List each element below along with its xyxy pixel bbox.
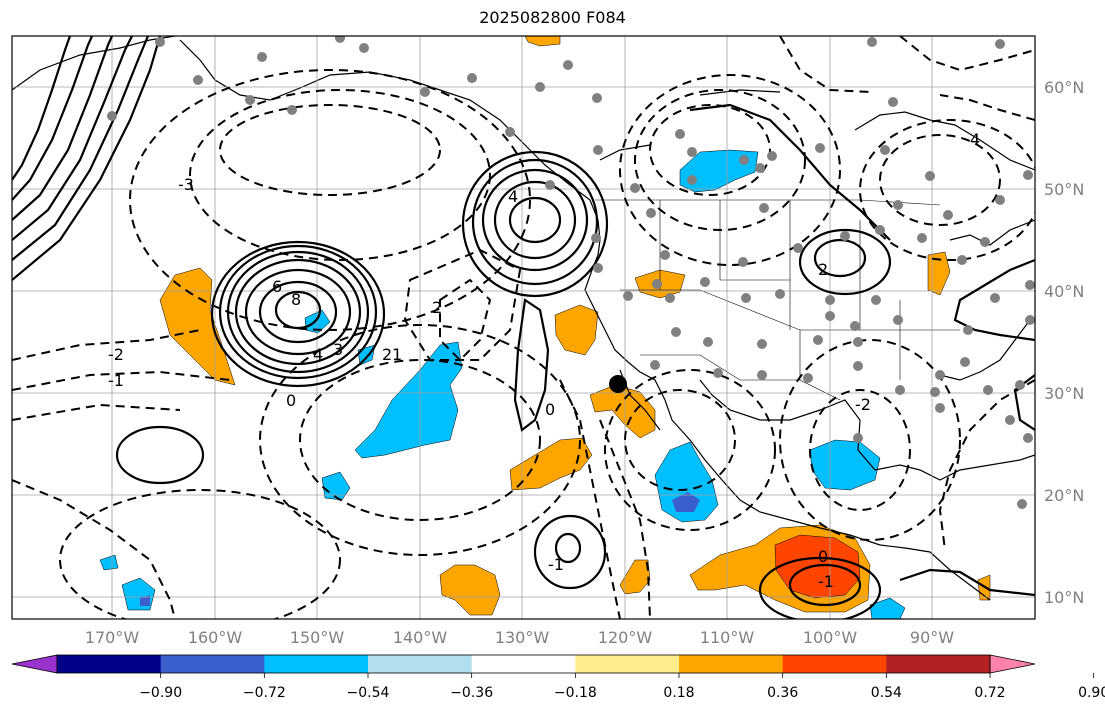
- contour-label: 8: [291, 290, 301, 309]
- longitude-label: 160°W: [188, 628, 243, 647]
- negative-anomaly-area: [869, 597, 906, 619]
- contour-label: 4: [313, 345, 323, 364]
- contour-label: -3: [178, 175, 194, 194]
- shaded-anomalies: [99, 36, 991, 619]
- contour-label: 4: [970, 130, 980, 149]
- colorbar-tick-label: −0.90: [139, 685, 182, 701]
- contour-label: 4: [508, 187, 518, 206]
- colorbar-tick-label: 0.36: [767, 685, 798, 701]
- colorbar-cell: [782, 655, 887, 673]
- colorbar-tick-label: −0.54: [347, 685, 390, 701]
- colorbar-tick-label: 0.54: [871, 685, 902, 701]
- colorbar-cell: [679, 655, 784, 673]
- longitude-label: 100°W: [803, 628, 858, 647]
- colorbar-extend-high: [989, 654, 1036, 674]
- negative-anomaly-area: [809, 439, 881, 491]
- latitude-labels: 60°N 50°N 40°N 30°N 20°N 10°N: [1044, 78, 1084, 607]
- contour-label: 3: [333, 340, 343, 359]
- colorbar-cell: [368, 655, 473, 673]
- negative-anomaly-area: [354, 341, 463, 459]
- contour-label: -1: [818, 572, 834, 591]
- latitude-label: 60°N: [1044, 78, 1084, 97]
- latitude-label: 20°N: [1044, 486, 1084, 505]
- longitude-labels: 170°W 160°W 150°W 140°W 130°W 120°W 110°…: [85, 628, 954, 647]
- latitude-label: 30°N: [1044, 384, 1084, 403]
- contour-label: 2: [382, 345, 392, 364]
- strong-negative-anomaly-area: [672, 492, 700, 512]
- colorbar-cell: [471, 655, 576, 673]
- contour-label: 6: [272, 277, 282, 296]
- strong-negative-anomaly-area: [140, 595, 150, 606]
- negative-anomaly-area: [679, 149, 759, 193]
- colorbar-cell: [264, 655, 369, 673]
- colorbar: −0.90 −0.72 −0.54 −0.36 −0.18 0.18 0.36 0.54 0.7…: [11, 654, 1105, 701]
- colorbar-tick-label: −0.36: [450, 685, 493, 701]
- colorbar-frame: [56, 654, 991, 674]
- colorbar-extend-low: [11, 654, 58, 674]
- contour-label: 0: [818, 547, 828, 566]
- positive-anomaly-area: [509, 437, 593, 491]
- colorbar-tick-label: −0.18: [554, 685, 597, 701]
- longitude-label: 130°W: [495, 628, 550, 647]
- positive-anomaly-area: [524, 36, 561, 47]
- colorbar-tick-label: 0.72: [974, 685, 1005, 701]
- colorbar-cell: [57, 655, 162, 673]
- latitude-label: 10°N: [1044, 588, 1084, 607]
- negative-contours: [12, 36, 1035, 619]
- longitude-label: 90°W: [910, 628, 954, 647]
- graticule: [12, 36, 1035, 619]
- positive-anomaly-area: [439, 564, 501, 616]
- contour-label: -2: [855, 395, 871, 414]
- map-background: [12, 36, 1035, 619]
- positive-anomaly-area: [927, 251, 951, 296]
- longitude-label: 170°W: [85, 628, 140, 647]
- contour-label: -2: [108, 345, 124, 364]
- contour-label: 2: [818, 260, 828, 279]
- negative-anomaly-area: [99, 554, 119, 571]
- colorbar-cell: [886, 655, 991, 673]
- contour-label: 0: [286, 391, 296, 410]
- longitude-label: 110°W: [700, 628, 755, 647]
- colorbar-tick-label: −0.72: [243, 685, 286, 701]
- longitude-label: 120°W: [598, 628, 653, 647]
- positive-contours: [12, 36, 1035, 619]
- negative-anomaly-area: [654, 441, 719, 523]
- latitude-label: 40°N: [1044, 282, 1084, 301]
- contour-label: -1: [108, 371, 124, 390]
- colorbar-cell: [160, 655, 265, 673]
- contour-label: 2: [432, 298, 442, 317]
- tracked-point-marker: [609, 375, 627, 393]
- colorbar-cell: [575, 655, 680, 673]
- longitude-label: 150°W: [290, 628, 345, 647]
- latitude-label: 50°N: [1044, 180, 1084, 199]
- map-title: 2025082800 F084: [479, 8, 626, 27]
- positive-anomaly-area: [159, 267, 236, 386]
- colorbar-tick-label: 0.90: [1078, 685, 1105, 701]
- contour-labels: 8 6 4 3 2 1 0 -1 -2 -3 4 2 0 -1 -2 0 -1 …: [108, 130, 980, 591]
- colorbar-tick-label: 0.18: [663, 685, 694, 701]
- contour-label: 1: [392, 345, 402, 364]
- positive-anomaly-area: [554, 304, 599, 356]
- station-markers: [107, 36, 1035, 509]
- contour-label: -1: [548, 555, 564, 574]
- map-frame: [11, 35, 1036, 620]
- contour-label: 0: [545, 400, 555, 419]
- longitude-label: 140°W: [393, 628, 448, 647]
